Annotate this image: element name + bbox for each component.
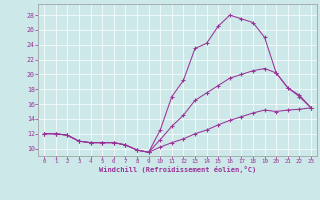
X-axis label: Windchill (Refroidissement éolien,°C): Windchill (Refroidissement éolien,°C) xyxy=(99,166,256,173)
